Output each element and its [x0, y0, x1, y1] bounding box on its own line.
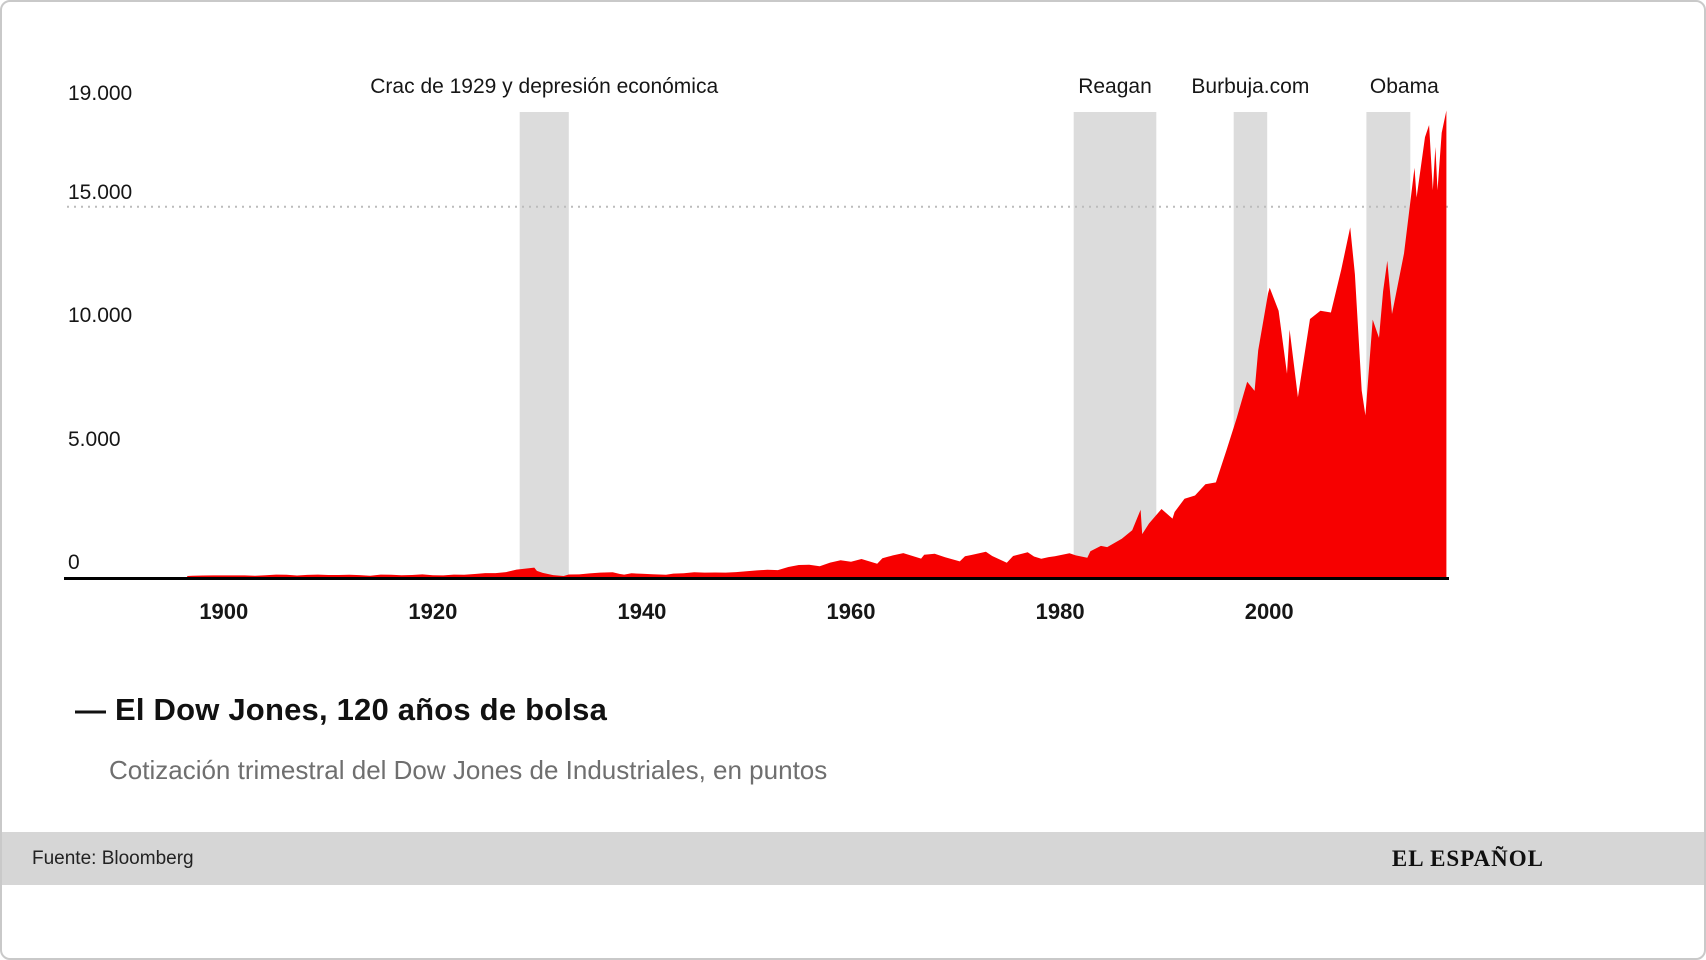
highlight-band — [1073, 112, 1157, 577]
chart-subtitle: Cotización trimestral del Dow Jones de I… — [109, 755, 828, 785]
dow-jones-area-series — [187, 110, 1447, 577]
chart-title: — El Dow Jones, 120 años de bolsa — [75, 692, 608, 727]
source-credit: Fuente: Bloomberg — [32, 847, 194, 869]
highlight-band — [519, 112, 569, 577]
el-espanol-logo: EL ESPAÑOL — [1391, 845, 1544, 871]
footer-bar: Fuente: Bloomberg EL ESPAÑOL — [2, 832, 1704, 885]
